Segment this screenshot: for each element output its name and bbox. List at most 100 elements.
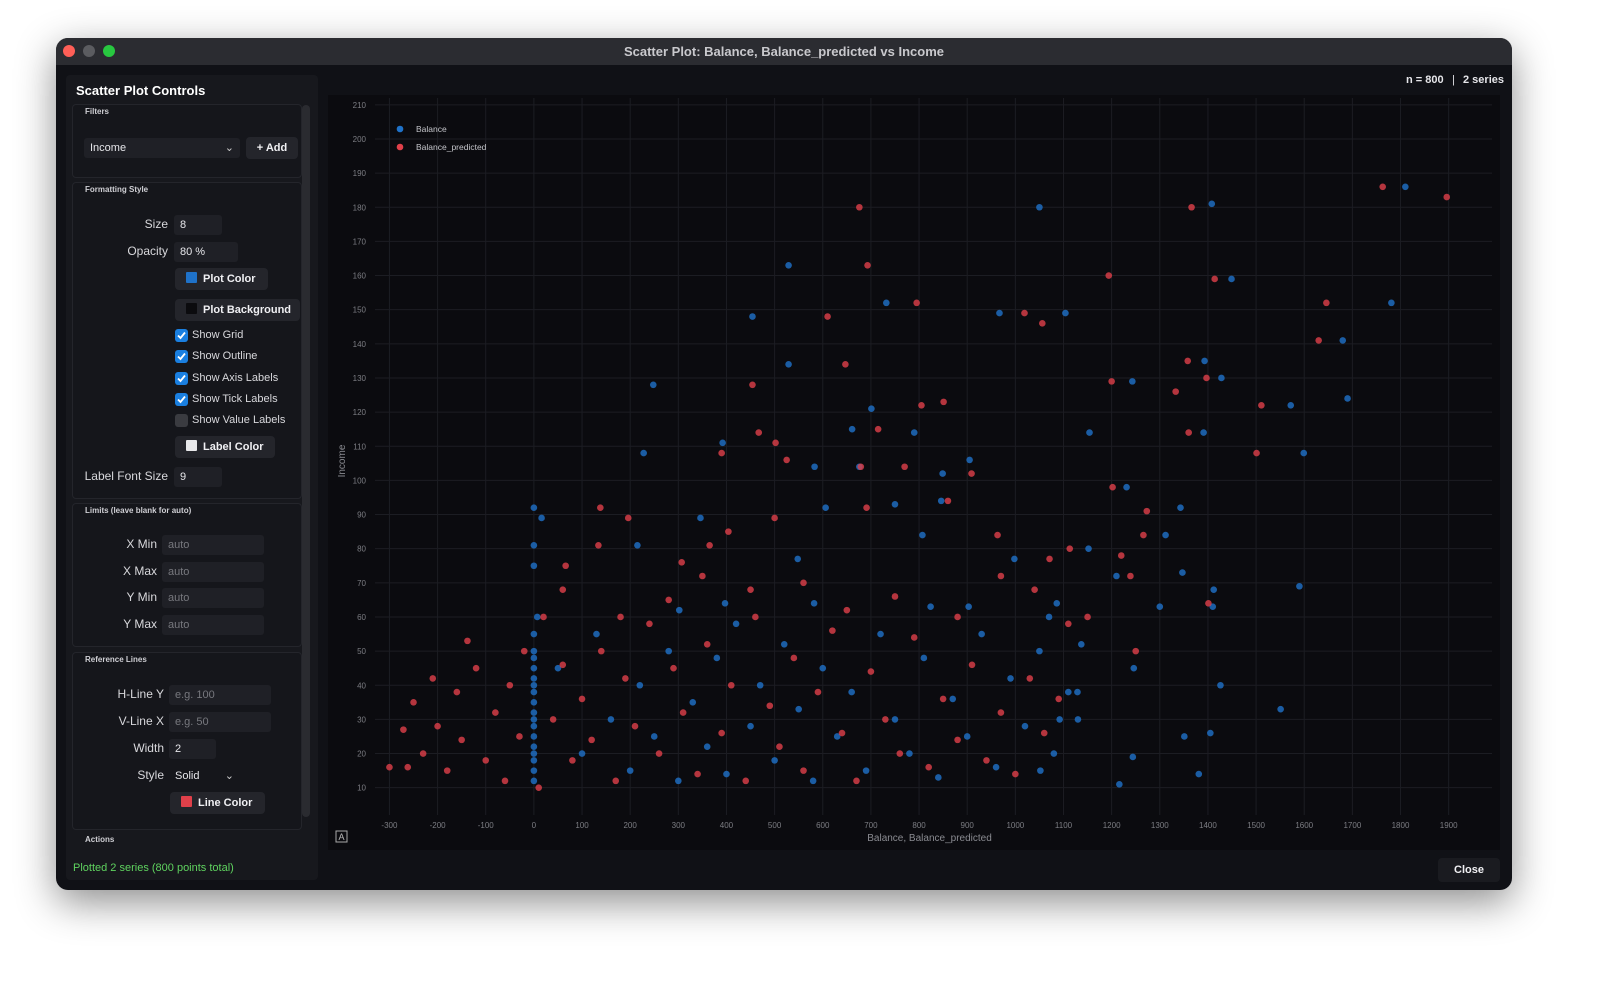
minimize-dot[interactable]	[83, 45, 95, 57]
y-tick-label: 110	[353, 442, 366, 451]
point	[920, 654, 928, 662]
point	[506, 681, 514, 689]
point	[1108, 378, 1115, 385]
x-tick-label: -300	[381, 821, 398, 830]
hline-input[interactable]: e.g. 100	[169, 685, 271, 705]
label-color-button[interactable]: Label Color	[175, 436, 275, 458]
point	[1253, 449, 1260, 457]
point	[996, 309, 1003, 317]
point	[843, 606, 851, 614]
y-tick-label: 130	[353, 374, 367, 383]
point	[719, 439, 726, 447]
title-bar: Scatter Plot: Balance, Balance_predicted…	[56, 38, 1512, 65]
point	[794, 555, 802, 563]
y-tick-label: 170	[353, 237, 367, 246]
point	[665, 596, 672, 604]
point	[822, 504, 829, 512]
point	[670, 664, 677, 672]
point	[771, 514, 778, 522]
point	[1074, 716, 1082, 723]
checkbox[interactable]	[175, 392, 188, 406]
line-color-button[interactable]: Line Color	[170, 792, 265, 814]
x-tick-label: 1100	[1055, 821, 1073, 830]
chevron: ⌄	[224, 770, 234, 782]
point	[994, 531, 1001, 539]
point	[1045, 613, 1053, 621]
point	[824, 313, 831, 320]
autoscale-icon[interactable]	[335, 830, 348, 843]
point	[874, 425, 882, 433]
autoscale-glyph: A	[338, 832, 344, 842]
limit-input[interactable]: auto	[162, 535, 264, 555]
point	[1195, 770, 1203, 778]
point	[1388, 299, 1395, 307]
point	[1443, 193, 1451, 201]
limit-input[interactable]: auto	[162, 615, 264, 636]
point	[968, 470, 975, 477]
point	[718, 729, 725, 737]
point	[978, 630, 985, 638]
plot-background-button[interactable]: Plot Background	[175, 299, 300, 321]
vline-input[interactable]: e.g. 50	[169, 712, 271, 732]
point	[1050, 750, 1058, 757]
point	[966, 456, 973, 464]
opacity-input[interactable]: 80 %	[174, 242, 238, 262]
point	[530, 681, 538, 689]
x-tick-label: 1900	[1440, 821, 1458, 830]
style-select[interactable]: Solid ⌄	[169, 766, 238, 786]
x-tick-label: 1800	[1392, 821, 1410, 830]
separator: |	[1452, 74, 1455, 86]
checkbox[interactable]	[175, 329, 188, 342]
limit-input[interactable]: auto	[162, 561, 264, 582]
point	[678, 559, 685, 566]
section-label: Filters	[85, 107, 110, 116]
point	[1323, 299, 1330, 307]
field-label: H-Line Y	[117, 687, 164, 701]
point	[1203, 374, 1210, 382]
checkbox[interactable]	[175, 350, 188, 364]
point	[742, 777, 750, 785]
close-dot[interactable]	[63, 45, 75, 57]
point	[419, 750, 427, 757]
point	[533, 613, 541, 621]
point	[1031, 586, 1038, 593]
scrollbar[interactable]	[302, 105, 310, 817]
point	[1140, 531, 1147, 539]
size-input[interactable]: 8	[174, 215, 222, 235]
limit-input[interactable]: auto	[162, 588, 264, 609]
x-tick-label: 800	[912, 821, 926, 830]
point	[458, 736, 465, 744]
point	[549, 716, 557, 723]
checkbox[interactable]	[175, 414, 188, 428]
checkbox[interactable]	[175, 371, 188, 385]
point	[1040, 729, 1048, 737]
width-input[interactable]: 2	[169, 739, 216, 759]
point	[530, 664, 538, 672]
point	[1179, 569, 1186, 576]
point	[1026, 675, 1034, 682]
point	[949, 695, 957, 703]
point	[771, 757, 778, 764]
font-size-input[interactable]: 9	[174, 467, 222, 487]
point	[612, 777, 620, 785]
point	[607, 716, 615, 723]
point	[939, 470, 946, 477]
filter-select[interactable]: Income ⌄	[84, 138, 240, 158]
point	[727, 681, 735, 689]
point	[856, 203, 863, 211]
point	[1287, 401, 1295, 409]
point	[965, 603, 972, 611]
point	[780, 640, 788, 648]
point	[1344, 395, 1351, 402]
zoom-dot[interactable]	[103, 45, 115, 57]
point	[597, 504, 604, 512]
point	[1177, 504, 1184, 512]
plot-color-button[interactable]: Plot Color	[175, 268, 268, 290]
add-button[interactable]: + Add	[246, 137, 298, 159]
point	[1296, 582, 1303, 590]
close-button[interactable]: Close	[1438, 858, 1500, 882]
point	[1129, 378, 1136, 385]
point	[997, 709, 1005, 716]
point	[1065, 620, 1072, 628]
point	[940, 398, 947, 406]
